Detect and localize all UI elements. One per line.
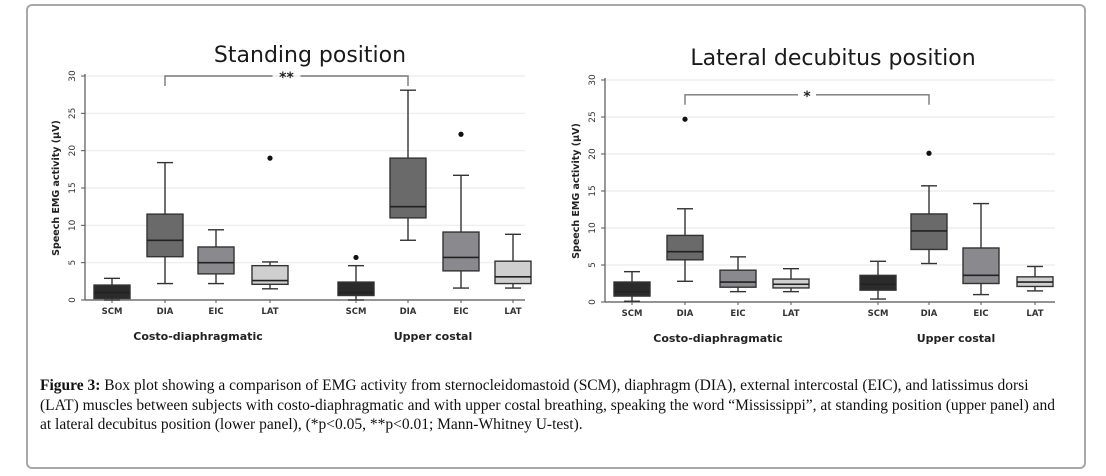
group-label: Costo-diaphragmatic <box>133 330 263 343</box>
significance-bracket-left <box>684 94 798 105</box>
box-iqr <box>442 231 480 272</box>
x-tick-label: EIC <box>973 309 988 319</box>
x-tick-label: SCM <box>346 307 367 317</box>
outlier-point <box>682 116 688 122</box>
y-tick-label: 5 <box>588 262 598 268</box>
caption-text: Box plot showing a comparison of EMG act… <box>40 377 1056 433</box>
x-tick-label: DIA <box>677 309 694 319</box>
box-iqr <box>389 157 427 219</box>
box-scm-upper-costal <box>337 254 375 301</box>
box-eic-upper-costal <box>962 202 1000 296</box>
caption-label: Figure 3: <box>40 377 101 394</box>
x-tick-label: LAT <box>261 307 278 317</box>
outlier-point <box>458 131 464 137</box>
group-label: Upper costal <box>394 330 472 343</box>
lateral-decubitus-chart: Lateral decubitus position 0 5 10 15 20 25 30 Sp… <box>571 46 1055 345</box>
significance-bracket-right <box>816 94 930 105</box>
y-tick-label: 20 <box>588 148 598 160</box>
standing-position-chart: Standing position 0 5 10 15 20 25 30 Speech EMG … <box>51 43 532 343</box>
box-eic-costo-diaphragmatic <box>197 229 235 285</box>
x-tick-label: LAT <box>504 307 521 317</box>
significance-label: ** <box>279 70 294 86</box>
y-tick-label: 0 <box>68 297 78 303</box>
figure-caption: Figure 3: Box plot showing a comparison … <box>40 376 1070 435</box>
box-iqr <box>859 274 897 291</box>
box-dia-costo-diaphragmatic <box>666 116 704 282</box>
box-iqr <box>494 260 532 285</box>
x-tick-label: SCM <box>102 307 123 317</box>
x-tick-label: DIA <box>921 309 938 319</box>
box-iqr <box>962 247 1000 285</box>
x-tick-label: EIC <box>730 309 745 319</box>
box-scm-upper-costal <box>859 260 897 300</box>
y-tick-label: 0 <box>588 299 598 305</box>
box-iqr <box>613 281 651 297</box>
box-scm-costo-diaphragmatic <box>613 270 651 302</box>
x-tick-label: DIA <box>157 307 174 317</box>
y-tick-label: 15 <box>68 182 78 193</box>
x-tick-label: DIA <box>400 307 417 317</box>
outlier-point <box>353 254 359 261</box>
x-tick-label: EIC <box>453 307 468 317</box>
y-axis-label: Speech EMG activity (µV) <box>571 123 582 259</box>
x-tick-label: LAT <box>782 309 799 319</box>
group-label: Costo-diaphragmatic <box>653 332 783 345</box>
y-tick-label: 15 <box>588 185 598 196</box>
chart-title: Lateral decubitus position <box>690 46 975 71</box>
outlier-point <box>267 155 273 161</box>
group-label: Upper costal <box>917 332 995 345</box>
y-tick-label: 5 <box>68 260 78 266</box>
significance-bracket-right <box>300 75 409 86</box>
box-lat-costo-diaphragmatic <box>251 155 289 290</box>
y-tick-label: 20 <box>68 145 78 157</box>
chart-title: Standing position <box>214 43 406 68</box>
box-iqr <box>666 234 704 261</box>
box-scm-costo-diaphragmatic <box>93 277 131 301</box>
figure-frame <box>26 4 1086 469</box>
y-tick-label: 10 <box>68 219 78 231</box>
box-eic-upper-costal <box>442 131 480 289</box>
box-dia-upper-costal <box>389 89 427 241</box>
x-tick-label: EIC <box>208 307 223 317</box>
y-tick-label: 30 <box>588 74 598 86</box>
box-iqr <box>146 213 184 258</box>
y-tick-label: 10 <box>588 222 598 234</box>
y-tick-label: 30 <box>68 70 78 82</box>
x-tick-label: LAT <box>1026 309 1043 319</box>
box-eic-costo-diaphragmatic <box>719 256 757 293</box>
y-axis-label: Speech EMG activity (µV) <box>51 120 62 256</box>
box-dia-upper-costal <box>910 150 948 265</box>
y-tick-label: 25 <box>588 111 598 122</box>
box-iqr <box>337 281 375 297</box>
y-tick-label: 25 <box>68 108 78 119</box>
significance-label: * <box>803 89 811 105</box>
box-lat-upper-costal <box>494 233 532 289</box>
x-tick-label: SCM <box>868 309 889 319</box>
box-dia-costo-diaphragmatic <box>146 161 184 285</box>
outlier-point <box>926 150 932 156</box>
x-tick-label: SCM <box>622 309 643 319</box>
box-iqr <box>197 246 235 275</box>
box-lat-costo-diaphragmatic <box>772 268 810 293</box>
box-iqr <box>251 264 289 286</box>
box-iqr <box>719 269 757 288</box>
significance-bracket-left <box>164 75 273 86</box>
box-lat-upper-costal <box>1016 265 1054 292</box>
